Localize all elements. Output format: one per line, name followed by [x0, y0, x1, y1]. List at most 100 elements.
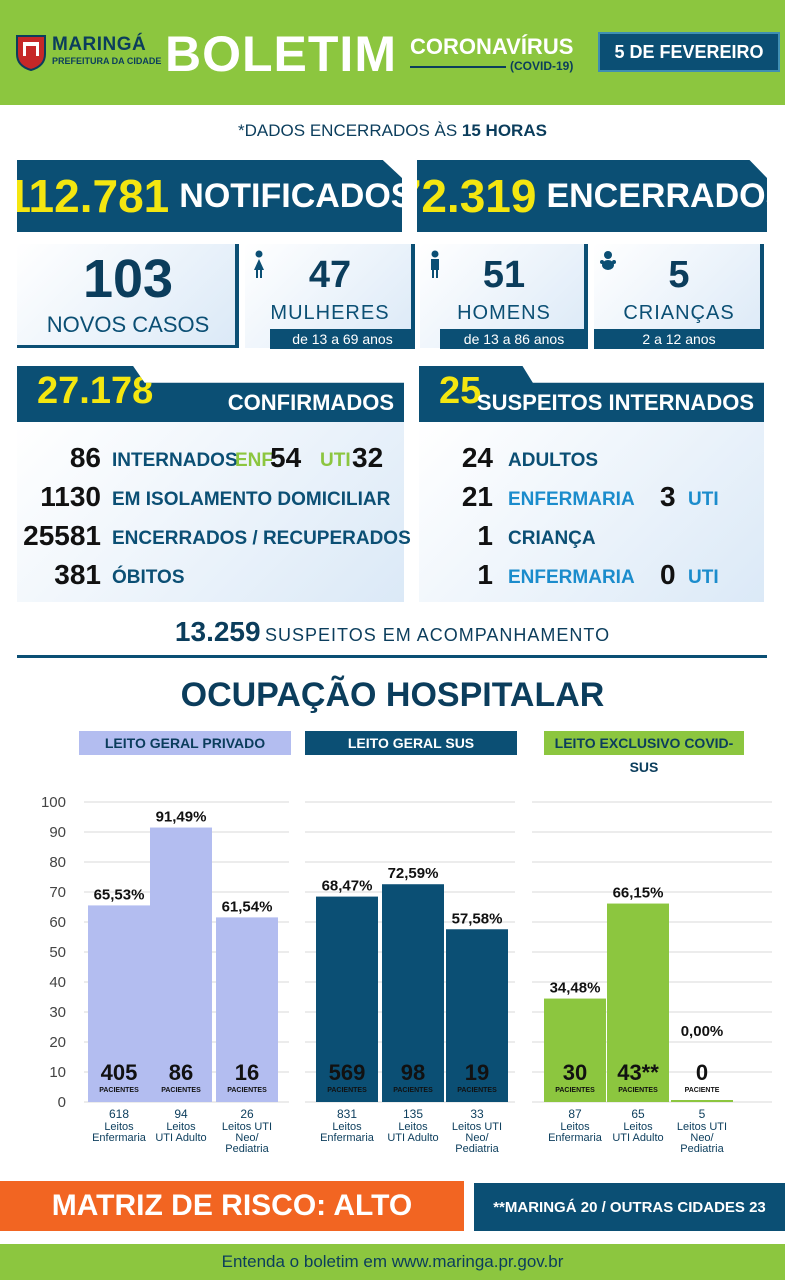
data-cutoff-hour: 15 HORAS [461, 121, 547, 140]
bar-patients-caption: PACIENTES [555, 1087, 595, 1094]
confirmed-title: CONFIRMADOS [227, 390, 394, 415]
closed-label: ENCERRADOS [546, 176, 785, 215]
children-label: CRIANÇAS [623, 302, 735, 324]
new-cases-tile [17, 244, 239, 348]
bar-beds-total: 618 [109, 1107, 129, 1121]
bar-beds-total: 33 [470, 1107, 484, 1121]
deaths-number: 381 [54, 559, 101, 590]
bar [382, 884, 444, 1102]
suspects-child-ward-label: ENFERMARIA [508, 567, 635, 588]
bar [216, 917, 278, 1102]
bar-category-label: Enfermaria [320, 1132, 375, 1144]
city-name: MARINGÁ [52, 34, 147, 55]
website-footer: Entenda o boletim em www.maringa.pr.gov.… [0, 1244, 785, 1280]
children-number: 5 [668, 254, 690, 296]
bar-category-label: Neo/ [690, 1132, 714, 1144]
bar-category-label: Leitos UTI [222, 1121, 272, 1133]
suspects-body [419, 422, 764, 602]
coronavirus-title: CORONAVÍRUS [410, 34, 574, 59]
suspects-number: 25 [439, 370, 482, 412]
bar-percent-label: 57,58% [452, 910, 503, 927]
suspects-adult-icu-label: UTI [688, 489, 719, 510]
city-breakdown-banner: **MARINGÁ 20 / OUTRAS CIDADES 23 [474, 1183, 785, 1231]
bar-patients-caption: PACIENTES [457, 1087, 497, 1094]
hospitalized-number: 86 [69, 442, 101, 473]
recovered-label: ENCERRADOS / RECUPERADOS [112, 528, 411, 549]
home-isolation-number: 1130 [40, 481, 101, 512]
bar-category-label: Leitos [166, 1121, 196, 1133]
bar-patients-caption: PACIENTE [685, 1087, 720, 1094]
monitoring-label: SUSPEITOS EM ACOMPANHAMENTO [265, 625, 611, 645]
bar-percent-label: 72,59% [388, 865, 439, 882]
suspects-child-label: CRIANÇA [508, 528, 596, 549]
bar-patients-count: 43** [617, 1060, 659, 1085]
suspects-child-icu-number: 0 [660, 559, 676, 590]
bar [671, 1100, 733, 1102]
hospitalized-label: INTERNADOS [112, 450, 238, 471]
monitoring-number: 13.259 [174, 616, 261, 647]
bar-patients-caption: PACIENTES [393, 1087, 433, 1094]
section-divider [17, 655, 767, 658]
y-tick-label: 60 [49, 914, 66, 931]
bar-category-label: Leitos [104, 1121, 134, 1133]
new-cases-number: 103 [82, 249, 174, 309]
closed-number: 72.319 [395, 170, 537, 222]
suspects-adults-label: ADULTOS [508, 450, 599, 471]
bar-percent-label: 91,49% [156, 809, 207, 826]
bar-beds-total: 65 [631, 1107, 645, 1121]
confirmed-body [17, 422, 404, 602]
women-number: 47 [308, 254, 352, 296]
bar-patients-caption: PACIENTES [161, 1087, 201, 1094]
bar-patients-caption: PACIENTES [227, 1087, 267, 1094]
recovered-number: 25581 [23, 520, 101, 551]
icu-label: UTI [320, 450, 351, 471]
ward-label: ENF. [235, 450, 277, 471]
covid-beds-header: LEITO EXCLUSIVO COVID-SUS [544, 731, 744, 775]
y-tick-label: 30 [49, 1004, 66, 1021]
bar [88, 905, 150, 1102]
suspects-child-ward-number: 1 [477, 559, 493, 590]
bar-percent-label: 61,54% [222, 898, 273, 915]
bar-category-label: UTI Adulto [387, 1132, 438, 1144]
bar-patients-count: 98 [401, 1060, 425, 1085]
bar-category-label: Leitos UTI [677, 1121, 727, 1133]
bar [607, 903, 669, 1102]
y-tick-label: 100 [41, 794, 66, 811]
women-label: MULHERES [270, 302, 390, 324]
bar-category-label: Enfermaria [92, 1132, 147, 1144]
children-age-range: 2 a 12 anos [594, 329, 764, 349]
bar-category-label: Leitos [398, 1121, 428, 1133]
bar-beds-total: 87 [568, 1107, 582, 1121]
title-underline [410, 66, 506, 68]
suspects-child-number: 1 [477, 520, 493, 551]
sus-beds-header: LEITO GERAL SUS [305, 731, 517, 755]
bar-percent-label: 68,47% [322, 878, 373, 895]
y-tick-label: 10 [49, 1064, 66, 1081]
man-icon [431, 250, 439, 278]
y-tick-label: 0 [58, 1094, 66, 1111]
confirmed-number: 27.178 [37, 370, 154, 412]
suspects-header: 25 SUSPEITOS INTERNADOS [419, 366, 764, 422]
suspects-adult-ward-label: ENFERMARIA [508, 489, 635, 510]
suspects-child-icu-label: UTI [688, 567, 719, 588]
bar-category-label: Pediatria [680, 1143, 724, 1155]
bar-beds-total: 94 [174, 1107, 188, 1121]
bar-category-label: Neo/ [235, 1132, 259, 1144]
bar-category-label: UTI Adulto [612, 1132, 663, 1144]
men-age-range: de 13 a 86 anos [440, 329, 588, 349]
bar-category-label: Pediatria [455, 1143, 499, 1155]
data-cutoff-prefix: *DADOS ENCERRADOS ÀS [238, 121, 462, 140]
bar-percent-label: 66,15% [613, 885, 664, 902]
bar [316, 896, 378, 1102]
bar-category-label: Leitos UTI [452, 1121, 502, 1133]
bar-beds-total: 26 [240, 1107, 254, 1121]
closed-banner: 72.319 ENCERRADOS [417, 160, 767, 232]
bar-patients-count: 19 [465, 1060, 489, 1085]
bar-patients-caption: PACIENTES [618, 1087, 658, 1094]
bar-patients-count: 405 [101, 1060, 138, 1085]
bar-beds-total: 135 [403, 1107, 423, 1121]
women-age-range: de 13 a 69 anos [270, 329, 415, 349]
city-subtitle: PREFEITURA DA CIDADE [52, 56, 162, 66]
y-tick-label: 40 [49, 974, 66, 991]
suspects-adult-ward-number: 21 [461, 481, 493, 512]
